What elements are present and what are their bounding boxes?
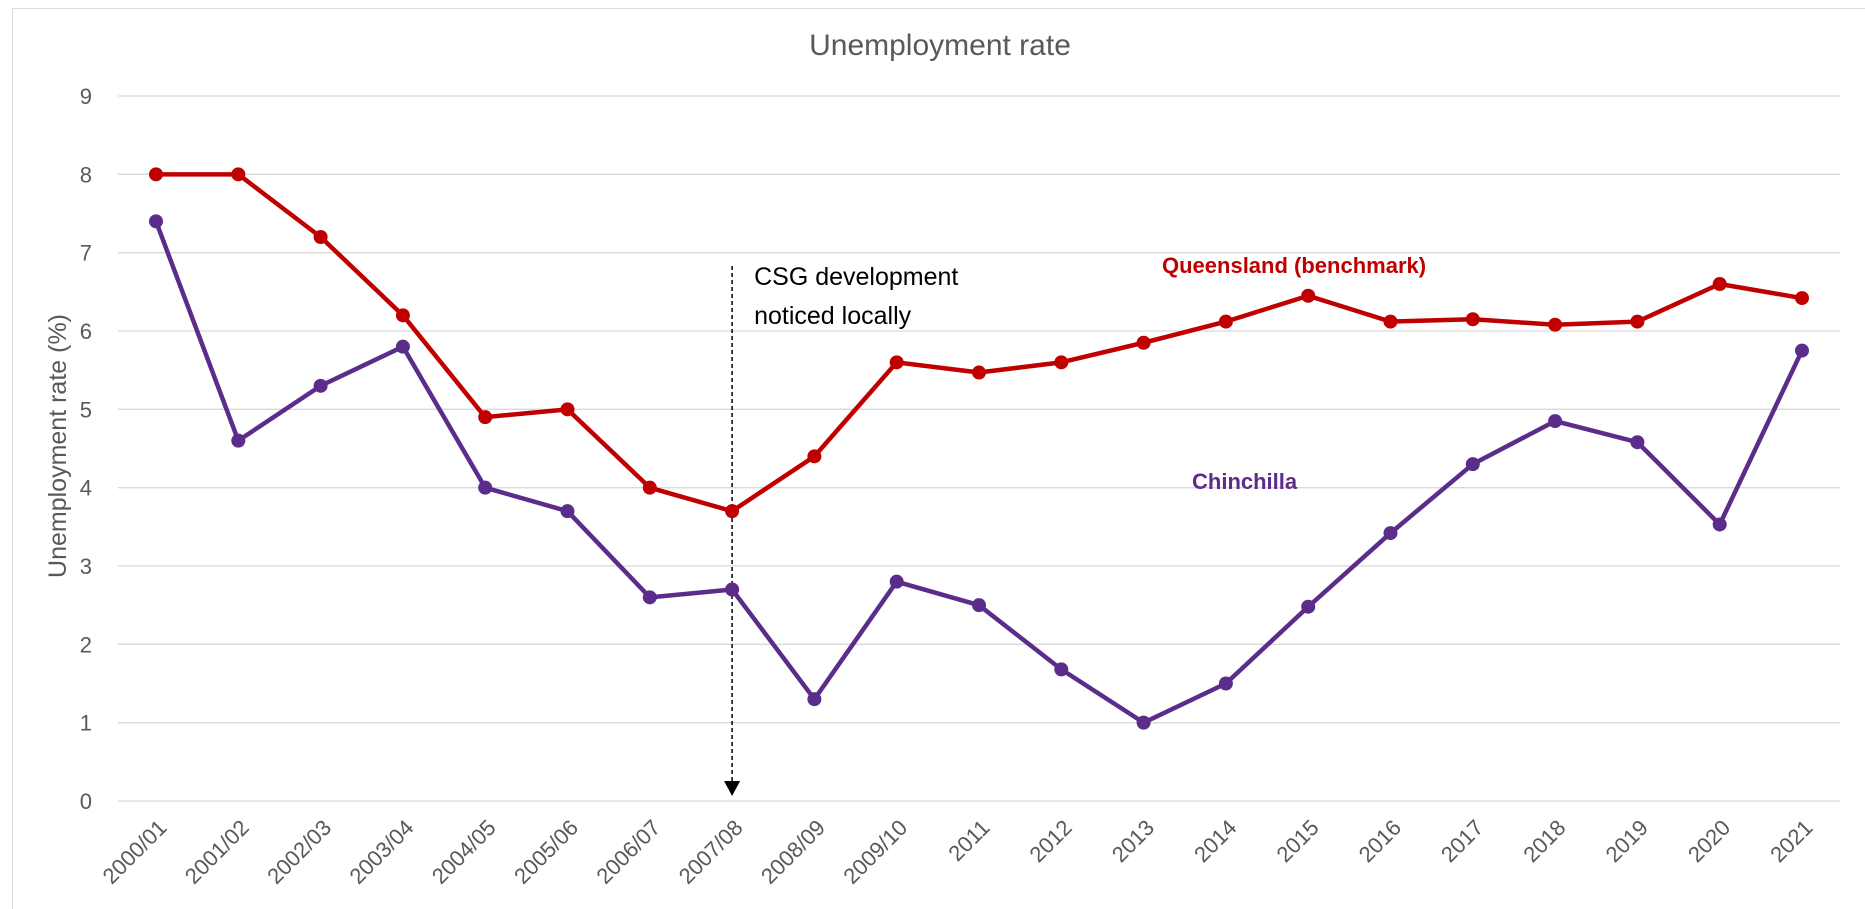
x-tick-label-17: 2018 — [1518, 815, 1570, 867]
data-point-s1-9 — [889, 574, 904, 589]
annotation-arrow-icon — [724, 781, 741, 796]
data-point-s1-3 — [395, 339, 410, 354]
x-tick-label-13: 2014 — [1189, 815, 1241, 867]
data-point-s0-1 — [231, 167, 246, 182]
x-tick-label-1: 2001/02 — [180, 815, 254, 889]
data-point-s0-19 — [1712, 277, 1727, 291]
data-point-s0-17 — [1548, 317, 1563, 332]
data-point-s1-18 — [1630, 435, 1645, 450]
data-point-s0-2 — [313, 230, 328, 244]
annotation-text-line1: CSG development — [754, 263, 958, 291]
x-tick-label-2: 2002/03 — [262, 815, 336, 889]
data-point-s1-0 — [149, 214, 163, 229]
data-point-s0-7 — [725, 504, 740, 519]
x-tick-label-6: 2006/07 — [591, 815, 665, 889]
data-point-s1-15 — [1383, 526, 1398, 541]
y-tick-label-4: 4 — [80, 476, 92, 501]
series-label-chinchilla: Chinchilla — [1192, 469, 1298, 494]
data-point-s1-14 — [1301, 599, 1316, 614]
data-point-s1-5 — [560, 504, 575, 519]
data-point-s1-20 — [1795, 343, 1809, 358]
data-point-s1-2 — [313, 378, 328, 393]
x-tick-labels: 2000/01 2001/02 2002/03 2003/04 2004/05 2005/… — [98, 815, 1818, 889]
x-tick-label-10: 2011 — [943, 815, 994, 866]
data-point-s1-4 — [478, 480, 493, 495]
y-tick-label-9: 9 — [80, 84, 92, 109]
grid-lines — [118, 95, 1840, 802]
y-tick-label-1: 1 — [80, 711, 92, 736]
x-tick-label-3: 2003/04 — [345, 815, 419, 889]
data-point-s1-1 — [231, 433, 246, 448]
annotation: CSG development noticed locally — [724, 263, 958, 796]
x-tick-label-4: 2004/05 — [427, 815, 501, 889]
data-point-s0-6 — [642, 480, 657, 495]
data-point-s0-10 — [972, 365, 986, 380]
x-tick-label-0: 2000/01 — [98, 815, 172, 889]
y-tick-label-5: 5 — [80, 397, 92, 422]
y-tick-label-2: 2 — [80, 632, 92, 657]
data-point-s1-10 — [972, 598, 986, 613]
data-point-s0-0 — [149, 167, 163, 182]
y-tick-label-6: 6 — [80, 319, 92, 344]
x-tick-label-7: 2007/08 — [674, 815, 748, 889]
chart-title: Unemployment rate — [809, 29, 1071, 62]
data-point-s1-19 — [1712, 517, 1727, 532]
y-tick-label-7: 7 — [80, 241, 92, 266]
y-tick-label-0: 0 — [80, 789, 92, 814]
x-tick-label-12: 2013 — [1107, 815, 1159, 867]
data-point-s0-16 — [1465, 312, 1480, 327]
data-point-s0-15 — [1383, 314, 1398, 329]
x-tick-label-8: 2008/09 — [756, 815, 830, 889]
x-tick-label-15: 2016 — [1354, 815, 1406, 867]
y-axis-label: Unemployment rate (%) — [44, 314, 72, 578]
x-tick-label-14: 2015 — [1271, 815, 1323, 867]
data-point-s0-5 — [560, 402, 575, 417]
data-point-s0-9 — [889, 355, 904, 370]
data-point-s0-11 — [1054, 355, 1069, 370]
data-point-s0-4 — [478, 410, 493, 425]
data-point-s1-12 — [1136, 715, 1151, 730]
data-point-s0-12 — [1136, 335, 1151, 350]
series-label-queensland: Queensland (benchmark) — [1162, 253, 1426, 278]
data-point-s1-11 — [1054, 662, 1069, 677]
data-point-s0-14 — [1301, 288, 1316, 303]
x-tick-label-11: 2012 — [1025, 815, 1077, 867]
x-tick-label-20: 2021 — [1765, 815, 1817, 867]
data-point-s1-17 — [1548, 414, 1563, 429]
data-point-s1-8 — [807, 692, 822, 707]
y-tick-label-3: 3 — [80, 554, 92, 579]
data-point-s1-16 — [1465, 457, 1480, 472]
data-point-s1-6 — [642, 590, 657, 605]
data-point-s0-18 — [1630, 314, 1645, 329]
x-tick-label-5: 2005/06 — [509, 815, 583, 889]
x-tick-label-18: 2019 — [1601, 815, 1653, 867]
data-point-s0-20 — [1795, 291, 1809, 306]
data-point-s0-3 — [395, 308, 410, 323]
data-point-s1-13 — [1218, 676, 1233, 691]
annotation-text-line2: noticed locally — [754, 302, 912, 330]
data-point-s0-13 — [1218, 314, 1233, 329]
series-lines — [149, 167, 1809, 730]
chart-frame — [12, 8, 1865, 909]
x-tick-label-9: 2009/10 — [838, 815, 912, 889]
x-tick-label-16: 2017 — [1436, 815, 1488, 867]
x-tick-label-19: 2020 — [1683, 815, 1735, 867]
data-point-s0-8 — [807, 449, 822, 464]
series-line-1 — [153, 220, 1805, 725]
y-tick-label-8: 8 — [80, 162, 92, 187]
y-tick-labels: 0 1 2 3 4 5 6 7 8 9 — [80, 84, 92, 814]
data-point-s1-7 — [725, 582, 740, 597]
